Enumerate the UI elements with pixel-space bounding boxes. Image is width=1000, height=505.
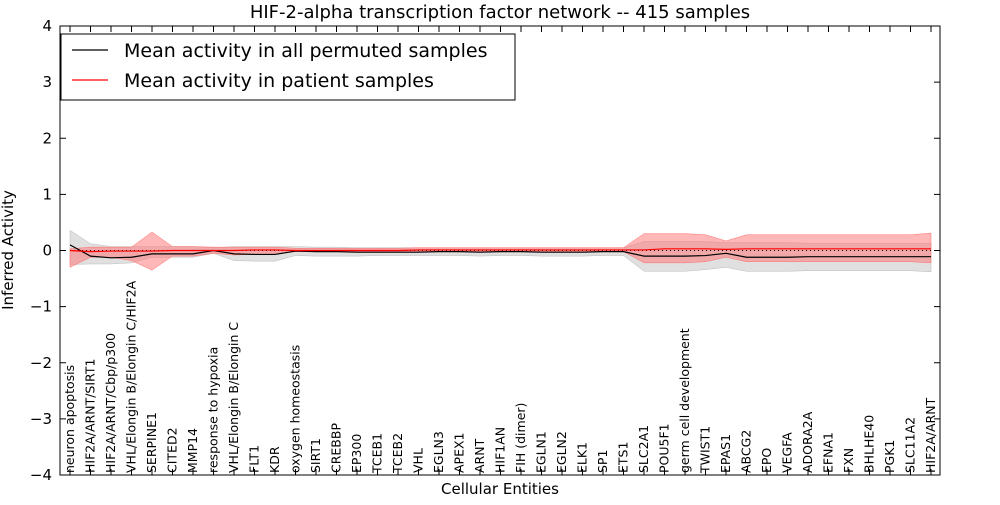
x-tick-label: EGLN2 (554, 431, 569, 473)
legend: Mean activity in all permuted samples Me… (60, 33, 516, 101)
x-tick-label: ADORA2A (800, 411, 815, 473)
x-axis-ticks: neuron apoptosis HIF2A/ARNT/SIRT1 HIF2A/AR… (62, 26, 938, 475)
x-tick-label: SIRT1 (308, 438, 323, 473)
x-tick-label: neuron apoptosis (62, 365, 77, 473)
x-tick-label: SERPINE1 (144, 412, 159, 473)
x-tick-label: EPAS1 (718, 434, 733, 473)
series-lines (69, 244, 931, 259)
x-axis-label: Cellular Entities (441, 480, 559, 498)
x-tick-label: oxygen homeostasis (288, 345, 303, 473)
series-line-patient (69, 248, 931, 253)
x-tick-label: EP300 (349, 434, 364, 473)
x-tick-label: CREBBP (329, 423, 344, 473)
x-tick-label: TCEB1 (370, 433, 385, 474)
x-tick-label: EFNA1 (821, 432, 836, 473)
x-tick-label: FXN (841, 448, 856, 473)
x-tick-label: KDR (267, 446, 282, 473)
x-tick-label: response to hypoxia (206, 347, 221, 473)
x-tick-label: ETS1 (616, 442, 631, 473)
y-tick-label: −2 (30, 354, 52, 372)
y-tick-label: −1 (30, 298, 52, 316)
x-tick-label: SLC2A1 (636, 425, 651, 473)
legend-frame (60, 33, 516, 101)
x-tick-label: ABCG2 (739, 430, 754, 473)
x-tick-label: FIH (dimer) (513, 403, 528, 473)
y-tick-label: 1 (42, 185, 52, 203)
y-tick-label: 2 (42, 129, 52, 147)
x-tick-label: CITED2 (165, 427, 180, 473)
chart-title: HIF-2-alpha transcription factor network… (250, 2, 750, 23)
x-tick-label: SP1 (595, 450, 610, 473)
x-tick-label: VHL/Elongin B/Elongin C (226, 322, 241, 473)
y-axis-ticks: −4 −3 −2 −1 0 1 2 3 4 (30, 17, 940, 484)
x-tick-label: germ cell development (677, 328, 692, 473)
y-tick-label: −4 (30, 466, 52, 484)
x-tick-label: BHLHE40 (862, 415, 877, 473)
y-tick-label: 3 (42, 73, 52, 91)
y-tick-label: −3 (30, 410, 52, 428)
x-tick-label: VHL (411, 448, 426, 473)
x-tick-label: HIF2A/ARNT (923, 397, 938, 473)
x-tick-label: EGLN3 (431, 431, 446, 473)
x-tick-label: ARNT (472, 438, 487, 473)
x-tick-label: PGK1 (882, 440, 897, 473)
x-tick-label: HIF1AN (493, 427, 508, 473)
x-tick-label: SLC11A2 (903, 417, 918, 473)
y-axis-label: Inferred Activity (0, 190, 17, 310)
y-tick-label: 4 (42, 17, 52, 35)
x-tick-label: EGLN1 (534, 431, 549, 473)
x-tick-label: FLT1 (247, 445, 262, 473)
x-tick-label: ELK1 (575, 442, 590, 473)
x-tick-label: MMP14 (185, 428, 200, 473)
x-tick-label: TWIST1 (698, 426, 713, 474)
x-tick-label: APEX1 (452, 432, 467, 473)
legend-label-patient: Mean activity in patient samples (124, 70, 434, 92)
x-tick-label: HIF2A/ARNT/SIRT1 (83, 359, 98, 473)
x-tick-label: VEGFA (780, 432, 795, 473)
x-tick-label: TCEB2 (390, 433, 405, 474)
x-tick-label: VHL/Elongin B/Elongin C/HIF2A (124, 280, 139, 473)
y-tick-label: 0 (42, 242, 52, 260)
x-tick-label: EPO (759, 448, 774, 473)
legend-label-permuted: Mean activity in all permuted samples (124, 40, 487, 62)
plot-frame (59, 25, 941, 476)
x-tick-label: HIF2A/ARNT/Cbp/p300 (103, 333, 118, 473)
x-tick-label: POU5F1 (657, 423, 672, 473)
